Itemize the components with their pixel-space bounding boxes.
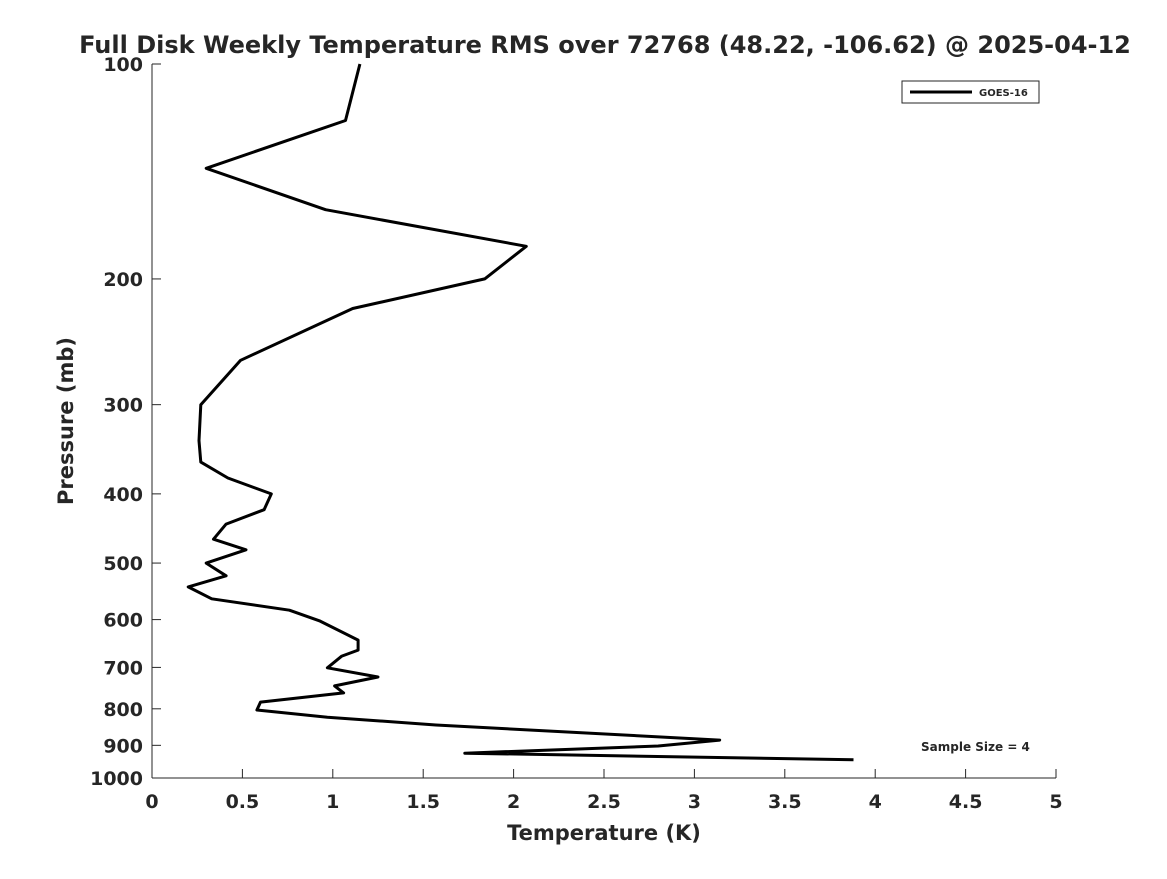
x-tick-label: 1 [326,791,339,813]
y-tick-label: 700 [103,657,143,679]
y-tick-label: 900 [103,735,143,757]
series-line-goes-16 [186,63,854,762]
y-tick-label: 500 [103,553,143,575]
x-tick-label: 4.5 [949,791,983,813]
y-tick-label: 600 [103,610,143,632]
x-tick-label: 5 [1049,791,1062,813]
x-axis-label: Temperature (K) [507,821,701,845]
x-tick-label: 4 [869,791,882,813]
y-tick-label: 300 [103,395,143,417]
x-tick-label: 2 [507,791,520,813]
y-tick-label: 100 [103,54,143,76]
x-tick-label: 0 [145,791,158,813]
y-tick-label: 400 [103,484,143,506]
x-tick-label: 2.5 [587,791,621,813]
y-tick-label: 800 [103,699,143,721]
series-group [186,63,854,762]
y-axis-label: Pressure (mb) [54,337,78,505]
x-tick-label: 3.5 [768,791,802,813]
legend: GOES-16 [901,80,1040,104]
axes: 0 0.5 1 1.5 2 2.5 3 3.5 4 4.5 5 100 200 300 400 500 600 7… [90,54,1063,813]
y-tick-label: 200 [103,269,143,291]
legend-label-goes-16: GOES-16 [979,88,1028,99]
x-tick-label: 0.5 [226,791,260,813]
y-tick-label: 1000 [90,768,143,790]
sample-size-annotation: Sample Size = 4 [921,740,1030,754]
x-tick-label: 3 [688,791,701,813]
chart-title: Full Disk Weekly Temperature RMS over 72… [79,31,1131,59]
x-tick-label: 1.5 [406,791,440,813]
